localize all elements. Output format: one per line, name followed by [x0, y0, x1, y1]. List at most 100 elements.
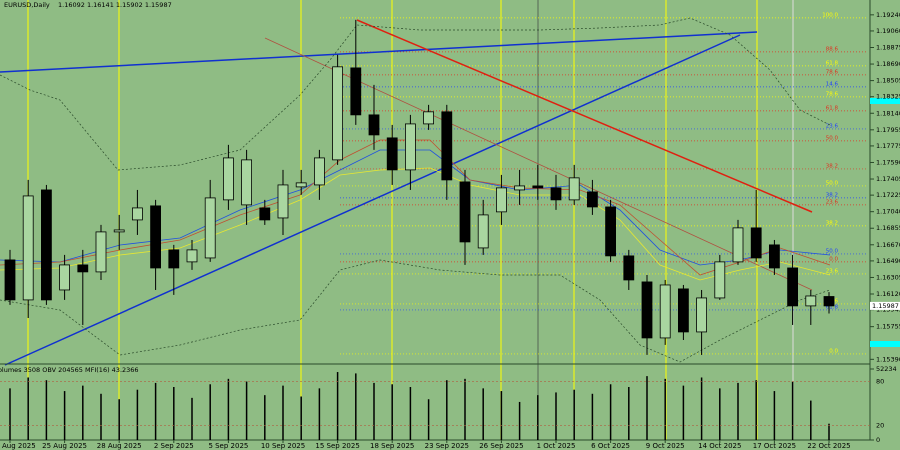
x-tick-label: Aug 2025 [2, 442, 36, 450]
candle-body [751, 228, 761, 258]
level-label: 100.0 [822, 12, 838, 18]
candle-body [715, 262, 725, 298]
candle-body [587, 192, 597, 207]
y-tick-label: 1.17405 [876, 175, 900, 183]
ohlc-label: 1.16092 1.16141 1.15902 1.15987 [58, 1, 172, 9]
chart-title: EURUSD,Daily [4, 1, 50, 9]
candle-body [533, 186, 543, 188]
candle-body [442, 112, 452, 180]
candle-body [23, 196, 33, 300]
candle-body [424, 112, 434, 124]
candle-body [769, 245, 779, 268]
candle-body [824, 297, 834, 306]
x-tick-label: 18 Sep 2025 [370, 442, 414, 450]
y-tick-label: 1.16855 [876, 224, 900, 232]
y-tick-label: 1.17590 [876, 158, 900, 166]
mfi-tick-label: 20 [876, 421, 884, 429]
y-tick-label: 1.16490 [876, 257, 900, 265]
x-tick-label: 9 Oct 2025 [646, 442, 685, 450]
candle-body [314, 158, 324, 185]
v-tick-label: 52234 [876, 365, 897, 373]
level-label: 50.0 [826, 135, 839, 141]
candle-body [569, 178, 579, 200]
y-tick-label: 1.18875 [876, 44, 900, 52]
x-tick-label: 2 Sep 2025 [154, 442, 194, 450]
level-label: 0.0 [829, 348, 838, 354]
candle-body [478, 215, 488, 248]
y-tick-label: 1.18140 [876, 109, 900, 117]
candle-body [114, 230, 124, 232]
candle-body [260, 208, 270, 220]
y-tick-label: 1.16120 [876, 290, 900, 298]
candle-body [515, 186, 525, 190]
y-tick-label: 1.18325 [876, 93, 900, 101]
level-label: 14.6 [826, 81, 839, 87]
x-tick-label: 1 Oct 2025 [537, 442, 576, 450]
level-label: 0.0 [829, 256, 838, 262]
candle-body [242, 160, 252, 205]
level-label: 50.0 [826, 180, 839, 186]
candle-body [96, 232, 106, 272]
y-tick-label: 1.15755 [876, 323, 900, 331]
y-tick-label: 1.19240 [876, 11, 900, 19]
level-label: 23.6 [826, 199, 839, 205]
candle-body [187, 250, 197, 262]
candle-body [205, 198, 215, 258]
x-tick-label: 14 Oct 2025 [698, 442, 741, 450]
x-tick-label: 25 Aug 2025 [42, 442, 87, 450]
candle-body [551, 188, 561, 200]
v-tick-label: 0 [876, 436, 880, 444]
candle-body [606, 207, 616, 256]
candle-body [60, 265, 70, 290]
y-tick-label: 1.15390 [876, 355, 900, 363]
candle-body [460, 182, 470, 242]
candle-body [387, 138, 397, 170]
candle-body [806, 296, 816, 306]
candle-body [278, 185, 288, 218]
x-tick-label: 5 Sep 2025 [208, 442, 248, 450]
level-label: 61.8 [826, 105, 839, 111]
level-label: 38.2 [826, 163, 838, 169]
candle-body [223, 158, 233, 200]
last-price-label: 1.15987 [872, 302, 899, 310]
y-tick-label: 1.17225 [876, 191, 900, 199]
x-tick-label: 6 Oct 2025 [591, 442, 630, 450]
y-tick-label: 1.17775 [876, 142, 900, 150]
candle-body [733, 228, 743, 262]
y-tick-label: 1.18505 [876, 77, 900, 85]
chart: 100.0 88.6 61.8 78.6 14.6 78.6 61.8 23.6 50.0 38.… [0, 0, 900, 450]
level-label: 50.0 [826, 248, 839, 254]
candle-body [132, 208, 142, 220]
page: 100.0 88.6 61.8 78.6 14.6 78.6 61.8 23.6 50.0 38.… [0, 0, 900, 450]
candle-body [296, 183, 306, 187]
candle-body [496, 188, 506, 212]
y-tick-label: 1.18690 [876, 60, 900, 68]
candle-body [660, 285, 670, 338]
level-label: 38.2 [826, 192, 838, 198]
mfi-tick-label: 80 [876, 378, 884, 386]
level-label: 78.6 [826, 69, 839, 75]
y-tick-label: 1.17040 [876, 208, 900, 216]
level-label: 61.8 [826, 60, 839, 66]
candle-body [351, 68, 361, 115]
candle-body [169, 250, 179, 268]
level-label: 78.6 [826, 91, 839, 97]
candle-body [5, 260, 15, 300]
y-tick-label: 1.17955 [876, 126, 900, 134]
candle-body [642, 282, 652, 338]
candle-body [151, 206, 161, 268]
x-tick-label: 22 Oct 2025 [807, 442, 850, 450]
x-tick-label: 10 Sep 2025 [261, 442, 305, 450]
candle-body [369, 115, 379, 135]
y-tick-label: 1.16670 [876, 241, 900, 249]
x-tick-label: 23 Sep 2025 [425, 442, 469, 450]
level-label: 23.6 [826, 268, 839, 274]
x-tick-label: 28 Aug 2025 [97, 442, 142, 450]
level-label: 23.6 [826, 123, 839, 129]
level-label: 88.6 [826, 46, 839, 52]
candle-body [405, 124, 415, 170]
y-tick-label: 1.19060 [876, 27, 900, 35]
y-tick-label: 1.16305 [876, 273, 900, 281]
x-tick-label: 17 Oct 2025 [753, 442, 796, 450]
x-tick-label: 15 Sep 2025 [315, 442, 359, 450]
